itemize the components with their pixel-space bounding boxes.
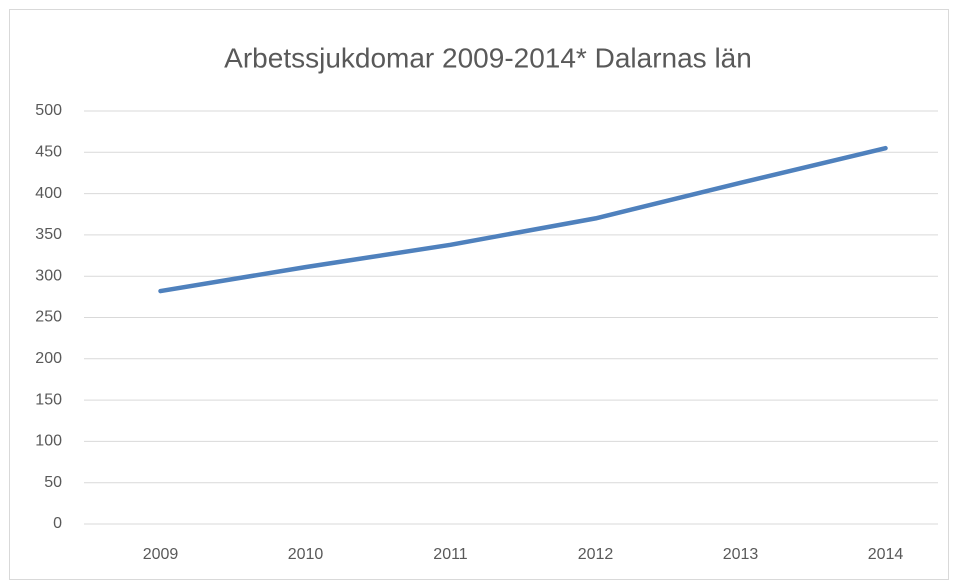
y-tick-label: 0 [53, 515, 62, 532]
x-tick-label: 2014 [868, 546, 904, 563]
x-tick-label: 2013 [723, 546, 759, 563]
y-tick-label: 100 [35, 433, 62, 450]
y-tick-label: 450 [35, 144, 62, 161]
chart-title: Arbetssjukdomar 2009-2014* Dalarnas län [224, 42, 752, 73]
x-tick-label: 2012 [578, 546, 614, 563]
y-tick-label: 350 [35, 226, 62, 243]
y-tick-label: 200 [35, 350, 62, 367]
chart-border [9, 9, 949, 580]
x-tick-label: 2011 [433, 546, 468, 563]
y-tick-label: 250 [35, 309, 62, 326]
y-tick-label: 400 [35, 185, 62, 202]
y-tick-label: 150 [35, 391, 62, 408]
y-tick-label: 300 [35, 267, 62, 284]
y-tick-label: 500 [35, 102, 62, 119]
data-line [158, 145, 888, 294]
x-tick-label: 2009 [143, 546, 179, 563]
x-tick-label: 2010 [288, 546, 324, 563]
y-tick-label: 50 [44, 474, 62, 491]
